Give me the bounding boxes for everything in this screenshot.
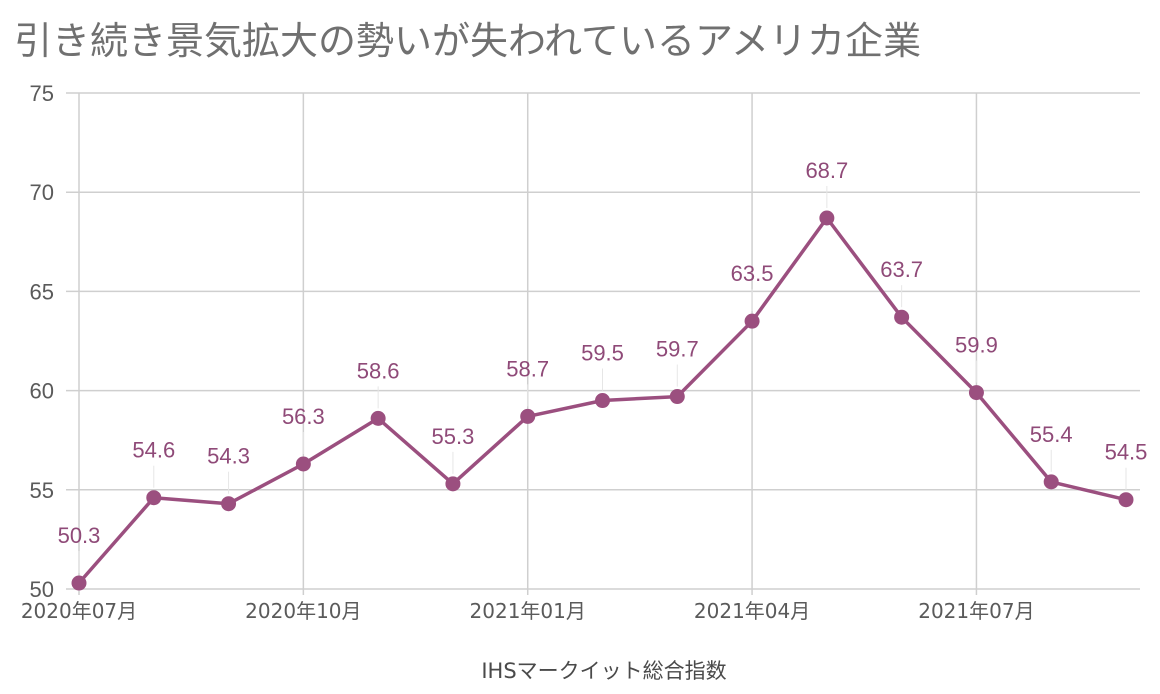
data-point <box>1118 492 1134 508</box>
data-label: 59.9 <box>955 333 998 358</box>
data-point <box>520 408 536 424</box>
data-point <box>1043 474 1059 490</box>
data-label: 56.3 <box>282 404 325 429</box>
data-label: 55.3 <box>432 424 475 449</box>
y-tick-label: 75 <box>30 81 54 106</box>
data-label: 58.6 <box>357 358 400 383</box>
y-tick-label: 55 <box>30 478 54 503</box>
data-label: 54.3 <box>207 444 250 469</box>
data-label-leaders <box>78 185 1127 574</box>
data-points <box>71 210 1134 591</box>
data-point <box>744 313 760 329</box>
data-point <box>894 309 910 325</box>
chart-title: 引き続き景気拡大の勢いが失われているアメリカ企業 <box>14 19 922 63</box>
data-label: 59.5 <box>581 341 624 366</box>
data-point <box>71 575 87 591</box>
y-axis-ticks: 50 55 60 65 70 75 <box>30 81 54 602</box>
y-tick-label: 50 <box>30 577 54 602</box>
y-tick-label: 70 <box>30 180 54 205</box>
data-label: 63.7 <box>880 257 923 282</box>
data-point <box>445 476 461 492</box>
y-tick-label: 60 <box>30 379 54 404</box>
data-label: 58.7 <box>506 356 549 381</box>
x-axis-ticks: 2020年07月 2020年10月 2021年01月 2021年04月 2021年07月 <box>21 599 1035 623</box>
y-tick-label: 65 <box>30 279 54 304</box>
data-point <box>968 385 984 401</box>
data-label: 50.3 <box>58 523 101 548</box>
x-tick-label: 2020年07月 <box>21 599 137 623</box>
x-axis-label: IHSマークイット総合指数 <box>481 659 726 683</box>
data-label: 55.4 <box>1030 422 1073 447</box>
data-label: 59.7 <box>656 337 699 362</box>
data-label: 63.5 <box>731 261 774 286</box>
data-point <box>221 496 237 512</box>
x-tick-label: 2021年07月 <box>918 599 1034 623</box>
x-tick-label: 2021年01月 <box>470 599 586 623</box>
data-point <box>595 393 610 409</box>
data-point <box>669 389 685 405</box>
data-point <box>295 456 311 472</box>
x-tick-label: 2020年10月 <box>245 599 361 623</box>
data-label: 54.6 <box>132 438 175 463</box>
x-tick-label: 2021年04月 <box>694 599 810 623</box>
data-point <box>819 210 835 226</box>
data-label: 54.5 <box>1105 440 1148 465</box>
data-point <box>370 410 386 426</box>
x-gridlines <box>78 93 978 595</box>
data-point <box>146 490 162 506</box>
data-label: 68.7 <box>805 158 848 183</box>
y-gridlines <box>66 92 1140 590</box>
data-labels: 50.3 54.6 54.3 56.3 58.6 55.3 58.7 59.5 59.7 63.5… <box>58 158 1148 548</box>
